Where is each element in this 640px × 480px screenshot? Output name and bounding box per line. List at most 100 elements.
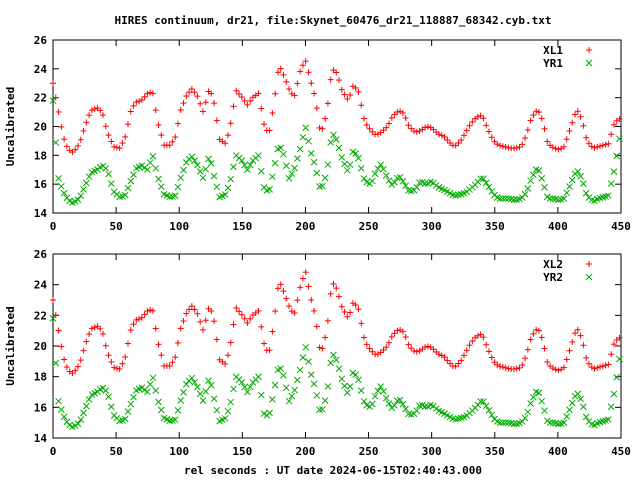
data-point	[360, 397, 368, 405]
data-point	[102, 165, 110, 172]
data-point	[141, 311, 148, 318]
data-point	[286, 303, 293, 310]
x-tick-label: 150	[232, 445, 252, 458]
data-point	[591, 365, 598, 372]
data-point	[597, 143, 604, 150]
data-point	[269, 396, 276, 403]
data-point	[224, 132, 231, 139]
data-point	[174, 120, 181, 127]
data-point	[172, 134, 179, 141]
data-point	[316, 124, 323, 131]
data-point	[549, 195, 557, 202]
data-point	[485, 183, 493, 191]
data-point	[124, 184, 132, 192]
data-point	[80, 186, 87, 193]
data-point	[549, 419, 557, 427]
data-point	[138, 96, 145, 103]
data-point	[169, 359, 176, 366]
data-point	[97, 107, 104, 114]
data-point	[319, 406, 326, 413]
data-point	[116, 145, 123, 152]
data-point	[224, 352, 231, 359]
data-point	[480, 398, 487, 405]
data-point	[111, 364, 118, 371]
data-point	[333, 285, 340, 292]
data-point	[199, 397, 207, 404]
data-point	[91, 324, 98, 331]
data-point	[438, 132, 445, 139]
data-point	[302, 124, 310, 132]
data-point	[355, 306, 362, 313]
data-point	[469, 118, 476, 125]
data-point	[488, 411, 496, 419]
data-point	[394, 327, 401, 334]
data-point	[521, 190, 529, 198]
data-point	[496, 419, 504, 427]
data-point	[347, 91, 354, 98]
data-point	[444, 137, 451, 144]
data-point	[144, 308, 151, 315]
data-point	[485, 128, 492, 135]
data-point	[610, 168, 618, 175]
data-point	[343, 166, 351, 174]
data-point	[269, 328, 276, 335]
data-point	[221, 415, 229, 422]
data-point	[180, 166, 187, 174]
y-tick-label: 26	[34, 34, 48, 47]
data-point	[91, 105, 98, 112]
data-point	[607, 403, 615, 411]
data-point	[488, 188, 496, 195]
data-point	[405, 341, 412, 348]
data-point	[55, 327, 62, 334]
data-point	[594, 143, 601, 150]
plot-frame	[52, 253, 622, 439]
y-tick-label: 22	[34, 309, 47, 322]
data-point	[133, 98, 140, 105]
data-point	[582, 189, 590, 197]
data-point	[597, 363, 604, 370]
data-point	[149, 307, 156, 314]
data-point	[60, 413, 68, 421]
data-point	[238, 378, 246, 386]
data-point	[399, 109, 406, 116]
x-tick-label: 50	[109, 445, 122, 458]
data-point	[496, 195, 504, 202]
data-point	[466, 342, 473, 349]
data-point	[560, 195, 568, 203]
data-point	[166, 362, 173, 369]
data-point	[186, 306, 193, 313]
data-point	[385, 177, 393, 184]
data-point	[280, 150, 287, 158]
data-point	[108, 358, 115, 365]
data-point	[499, 363, 506, 370]
data-point	[194, 161, 201, 169]
x-tick-label: 150	[232, 220, 252, 233]
data-point	[324, 161, 332, 168]
data-point	[130, 321, 137, 328]
data-point	[599, 363, 606, 370]
data-point	[152, 107, 159, 114]
data-point	[330, 280, 337, 287]
data-point	[563, 356, 570, 363]
data-point	[291, 386, 298, 394]
data-point	[535, 389, 543, 397]
data-point	[57, 182, 65, 190]
data-point	[50, 80, 56, 87]
data-point	[368, 177, 376, 185]
data-point	[341, 91, 348, 98]
data-point	[122, 354, 129, 361]
data-point	[416, 402, 423, 410]
data-point	[174, 407, 182, 414]
data-point	[313, 323, 320, 330]
data-point	[155, 175, 162, 183]
legend-label: XL1	[543, 44, 563, 57]
data-point	[538, 115, 545, 122]
data-point	[524, 126, 531, 133]
x-tick-label: 0	[50, 220, 57, 233]
data-point	[408, 125, 415, 132]
data-point	[305, 137, 312, 145]
data-point	[583, 354, 590, 361]
data-point	[527, 336, 534, 343]
data-point	[555, 146, 562, 153]
data-point	[157, 406, 165, 414]
